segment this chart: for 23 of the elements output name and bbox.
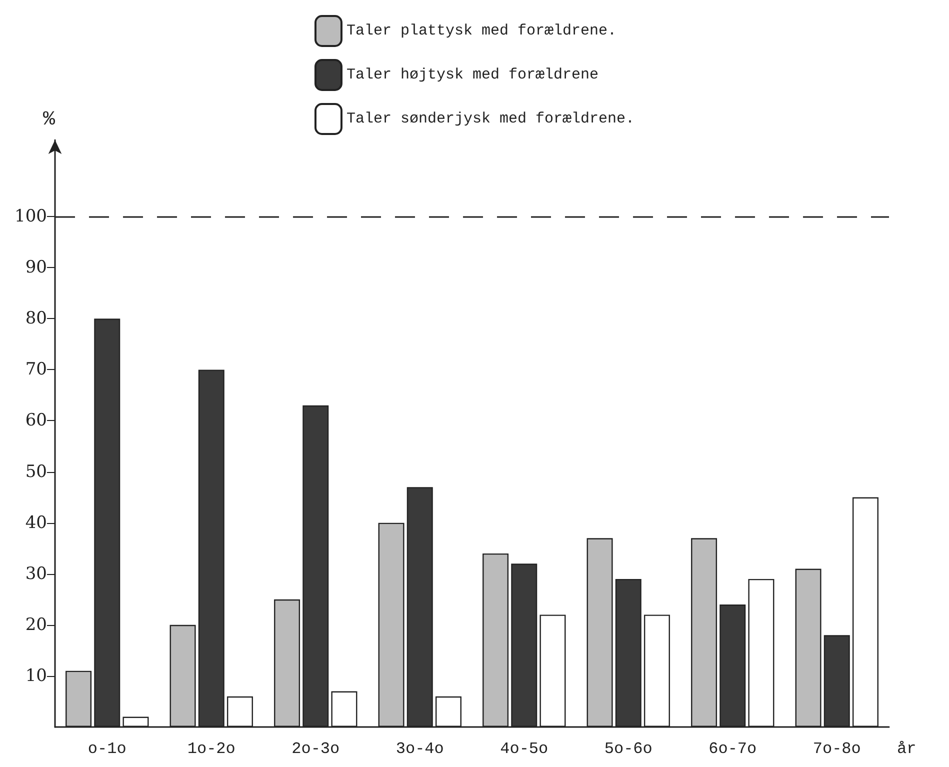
y-tick-label: 50 xyxy=(25,462,47,482)
x-tick-label: o-1o xyxy=(88,740,126,758)
x-tick-label: 7o-8o xyxy=(812,740,861,758)
y-tick-label: 80 xyxy=(25,308,47,329)
x-tick-label: 5o-6o xyxy=(604,740,652,758)
legend-label: Taler sønderjysk med forældrene. xyxy=(346,110,635,128)
x-tick-label: 1o-2o xyxy=(187,740,236,758)
y-tick-label: 70 xyxy=(25,360,47,380)
x-tick-label: 3o-4o xyxy=(396,740,444,758)
y-axis-title: % xyxy=(42,108,56,132)
x-tick-label: 2o-3o xyxy=(292,740,340,758)
y-tick-label: 30 xyxy=(25,564,47,584)
legend-label: Taler plattysk med forældrene. xyxy=(346,22,617,40)
legend-label: Taler højtysk med forældrene xyxy=(346,66,599,84)
y-tick-label: 100 xyxy=(14,206,47,227)
y-tick-label: 40 xyxy=(25,512,47,533)
x-axis-title: år xyxy=(897,740,916,758)
y-tick-label: 90 xyxy=(25,258,47,278)
y-tick-label: 60 xyxy=(25,410,47,431)
y-tick-label: 10 xyxy=(25,666,47,686)
y-tick-label: 20 xyxy=(25,614,47,635)
x-tick-label: 6o-7o xyxy=(708,740,757,758)
x-tick-label: 4o-5o xyxy=(500,740,548,758)
